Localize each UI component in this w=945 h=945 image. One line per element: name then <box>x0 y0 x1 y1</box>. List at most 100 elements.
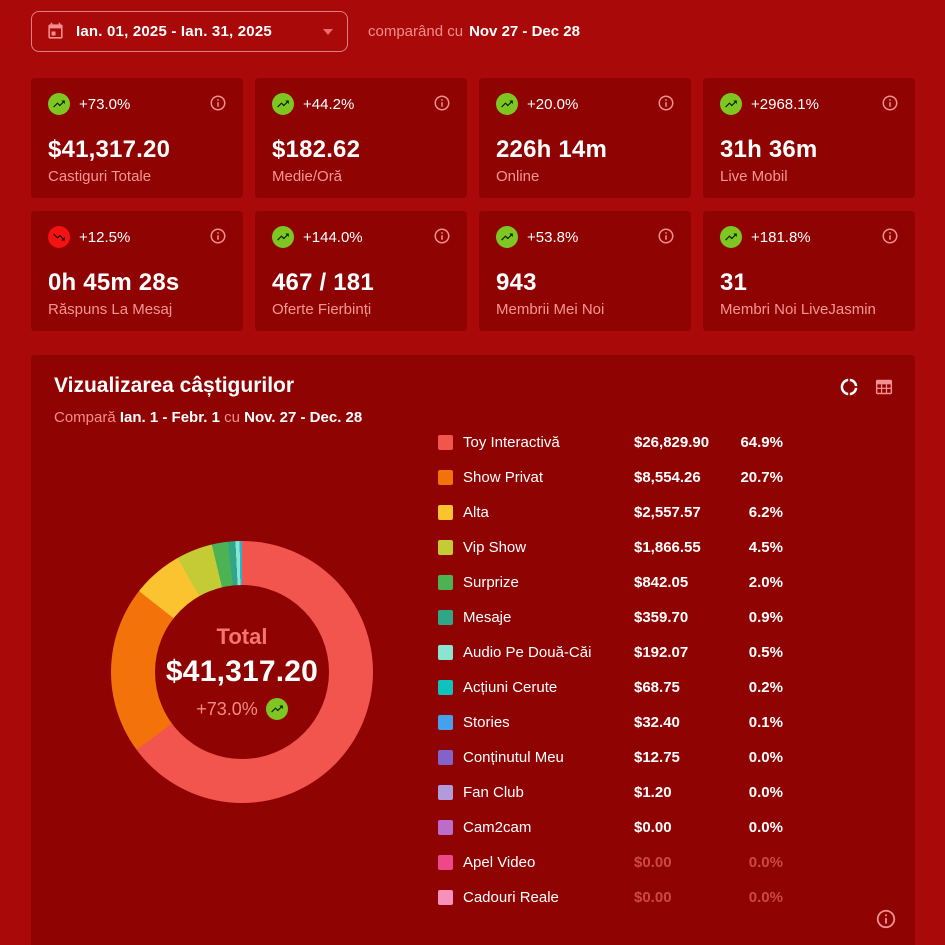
legend-row[interactable]: Surprize $842.05 2.0% <box>438 575 803 610</box>
date-range-picker[interactable]: Ian. 01, 2025 - Ian. 31, 2025 <box>31 11 348 52</box>
legend-percent: 0.0% <box>748 749 783 766</box>
legend-swatch <box>438 610 453 625</box>
trend-up-badge <box>265 698 288 720</box>
trend-percent: +44.2% <box>303 95 355 113</box>
legend-swatch <box>438 470 453 485</box>
legend-row[interactable]: Alta $2,557.57 6.2% <box>438 505 803 540</box>
total-trend-percent: +73.0% <box>196 698 258 719</box>
subtitle-range-1: Ian. 1 - Febr. 1 <box>119 409 220 426</box>
legend-row[interactable]: Cam2cam $0.00 0.0% <box>438 820 803 855</box>
legend-percent: 4.5% <box>748 539 783 556</box>
trend-row: +181.8% <box>720 226 898 248</box>
stat-label: Răspuns La Mesaj <box>48 301 173 318</box>
legend-row[interactable]: Acțiuni Cerute $68.75 0.2% <box>438 680 803 715</box>
legend-row[interactable]: Cadouri Reale $0.00 0.0% <box>438 890 803 925</box>
stat-card: +73.0% $41,317.20 Castiguri Totale <box>31 78 243 198</box>
legend-row[interactable]: Audio Pe Două-Căi $192.07 0.5% <box>438 645 803 680</box>
date-range-label: Ian. 01, 2025 - Ian. 31, 2025 <box>76 23 272 40</box>
info-icon[interactable] <box>209 227 227 245</box>
legend-percent: 6.2% <box>748 504 783 521</box>
info-icon[interactable] <box>433 227 451 245</box>
legend-row[interactable]: Toy Interactivă $26,829.90 64.9% <box>438 435 803 470</box>
info-icon[interactable] <box>881 227 899 245</box>
legend-row[interactable]: Show Privat $8,554.26 20.7% <box>438 470 803 505</box>
total-label: Total <box>216 624 268 649</box>
panel-info-icon[interactable] <box>875 908 897 930</box>
legend-percent: 0.0% <box>748 889 783 906</box>
legend-label: Fan Club <box>463 784 524 801</box>
stat-value: $41,317.20 <box>48 136 171 163</box>
panel-title: Vizualizarea câștigurilor <box>54 374 295 397</box>
legend-row[interactable]: Vip Show $1,866.55 4.5% <box>438 540 803 575</box>
legend-swatch <box>438 715 453 730</box>
legend-row[interactable]: Fan Club $1.20 0.0% <box>438 785 803 820</box>
legend-amount: $68.75 <box>634 679 680 696</box>
legend-amount: $32.40 <box>634 714 680 731</box>
legend-swatch <box>438 435 453 450</box>
legend-label: Vip Show <box>463 539 527 556</box>
legend-percent: 64.9% <box>740 434 783 451</box>
trend-percent: +12.5% <box>79 228 131 246</box>
trend-badge <box>48 226 70 248</box>
stat-value: 226h 14m <box>496 136 608 163</box>
trend-badge <box>272 226 294 248</box>
stat-card: +44.2% $182.62 Medie/Oră <box>255 78 467 198</box>
legend-swatch <box>438 645 453 660</box>
stat-value: 31 <box>720 269 748 296</box>
legend-amount: $1.20 <box>634 784 672 801</box>
legend-percent: 0.9% <box>748 609 783 626</box>
stat-label: Membrii Mei Noi <box>496 301 605 318</box>
legend-percent: 0.0% <box>748 819 783 836</box>
legend-percent: 0.5% <box>748 644 783 661</box>
trend-up-icon <box>277 100 289 108</box>
trend-badge <box>720 93 742 115</box>
trend-percent: +144.0% <box>303 228 363 246</box>
trend-badge <box>720 226 742 248</box>
trend-row: +2968.1% <box>720 93 898 115</box>
legend-row[interactable]: Conținutul Meu $12.75 0.0% <box>438 750 803 785</box>
trend-percent: +53.8% <box>527 228 579 246</box>
stat-label: Medie/Oră <box>272 168 343 185</box>
trend-percent: +20.0% <box>527 95 579 113</box>
trend-percent: +2968.1% <box>751 95 819 113</box>
legend-row[interactable]: Apel Video $0.00 0.0% <box>438 855 803 890</box>
legend-label: Acțiuni Cerute <box>463 679 558 696</box>
legend-percent: 0.1% <box>748 714 783 731</box>
legend-swatch <box>438 575 453 590</box>
trend-up-icon <box>725 100 737 108</box>
info-icon[interactable] <box>881 94 899 112</box>
legend-label: Conținutul Meu <box>463 749 564 766</box>
table-view-icon[interactable] <box>874 377 894 397</box>
total-value: $41,317.20 <box>165 655 319 688</box>
legend-label: Audio Pe Două-Căi <box>463 644 592 661</box>
trend-percent: +181.8% <box>751 228 811 246</box>
trend-badge <box>272 93 294 115</box>
trend-up-icon <box>53 100 65 108</box>
stat-card: +53.8% 943 Membrii Mei Noi <box>479 211 691 331</box>
stat-label: Oferte Fierbinți <box>272 301 372 318</box>
info-icon[interactable] <box>657 227 675 245</box>
legend-label: Toy Interactivă <box>463 434 560 451</box>
trend-row: +53.8% <box>496 226 674 248</box>
trend-row: +20.0% <box>496 93 674 115</box>
info-icon[interactable] <box>433 94 451 112</box>
compare-range: Nov 27 - Dec 28 <box>469 23 580 40</box>
legend-row[interactable]: Mesaje $359.70 0.9% <box>438 610 803 645</box>
calendar-icon <box>48 22 63 39</box>
legend-percent: 20.7% <box>740 469 783 486</box>
trend-row: +12.5% <box>48 226 226 248</box>
chevron-down-icon <box>323 28 333 35</box>
legend-amount: $359.70 <box>634 609 689 626</box>
legend-label: Mesaje <box>463 609 512 626</box>
info-icon[interactable] <box>209 94 227 112</box>
trend-badge <box>496 93 518 115</box>
stat-card: +20.0% 226h 14m Online <box>479 78 691 198</box>
legend-row[interactable]: Stories $32.40 0.1% <box>438 715 803 750</box>
legend-label: Cadouri Reale <box>463 889 559 906</box>
info-icon[interactable] <box>657 94 675 112</box>
compare-period: comparând cu Nov 27 - Dec 28 <box>368 11 580 52</box>
donut-chart-view-icon[interactable] <box>839 377 859 397</box>
stat-card: +2968.1% 31h 36m Live Mobil <box>703 78 915 198</box>
trend-up-icon <box>270 705 283 713</box>
stat-card: +181.8% 31 Membri Noi LiveJasmin <box>703 211 915 331</box>
